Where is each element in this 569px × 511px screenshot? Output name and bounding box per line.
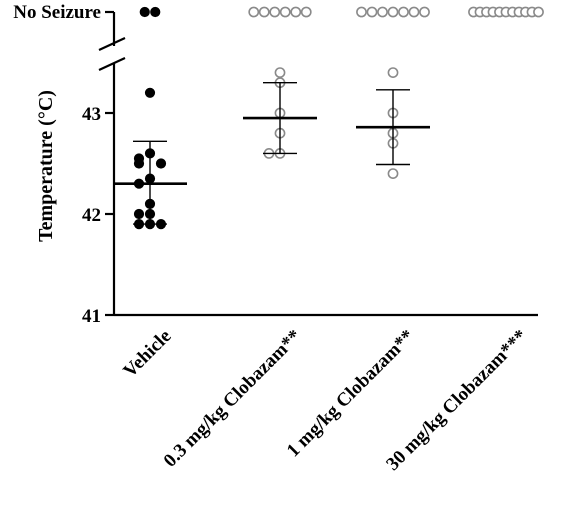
axis-break-mark-upper (98, 37, 126, 51)
category-label: 1 mg/kg Clobazam** (283, 326, 419, 462)
no-seizure-point (279, 6, 291, 18)
group-1 (243, 6, 317, 159)
data-point (133, 208, 145, 220)
axis-break-mark-lower (98, 57, 126, 71)
y-axis-title: Temperature (°C) (35, 90, 57, 242)
no-seizure-point (398, 6, 409, 18)
y-tick-label: 41 (82, 306, 101, 327)
group-2 (356, 6, 430, 179)
no-seizure-point (387, 6, 399, 18)
data-point (133, 158, 145, 169)
no-seizure-point (258, 6, 270, 18)
no-seizure-point (300, 6, 312, 18)
group-3 (468, 6, 544, 18)
axes (98, 10, 538, 317)
no-seizure-point (290, 6, 302, 18)
data-point (387, 168, 399, 179)
no-seizure-point (139, 6, 150, 18)
y-ticks: 41 42 43 (82, 104, 114, 327)
y-tick-label: 42 (82, 205, 101, 226)
category-label: Vehicle (119, 326, 175, 382)
data-point (144, 87, 156, 98)
category-label: 0.3 mg/kg Clobazam** (160, 326, 306, 472)
no-seizure-point (269, 6, 281, 18)
no-seizure-label: No Seizure (13, 2, 101, 23)
group-0 (113, 6, 187, 230)
no-seizure-point (248, 6, 260, 18)
no-seizure-point (419, 6, 430, 18)
no-seizure-point (408, 6, 420, 18)
no-seizure-point (150, 6, 161, 18)
data-point (155, 158, 167, 169)
no-seizure-point (533, 6, 544, 18)
no-seizure-point (366, 6, 378, 18)
no-seizure-point (377, 6, 388, 18)
plot-marks (113, 6, 544, 230)
data-point (274, 67, 286, 78)
no-seizure-point (356, 6, 367, 18)
y-tick-label: 43 (82, 104, 101, 125)
data-point (387, 67, 399, 78)
